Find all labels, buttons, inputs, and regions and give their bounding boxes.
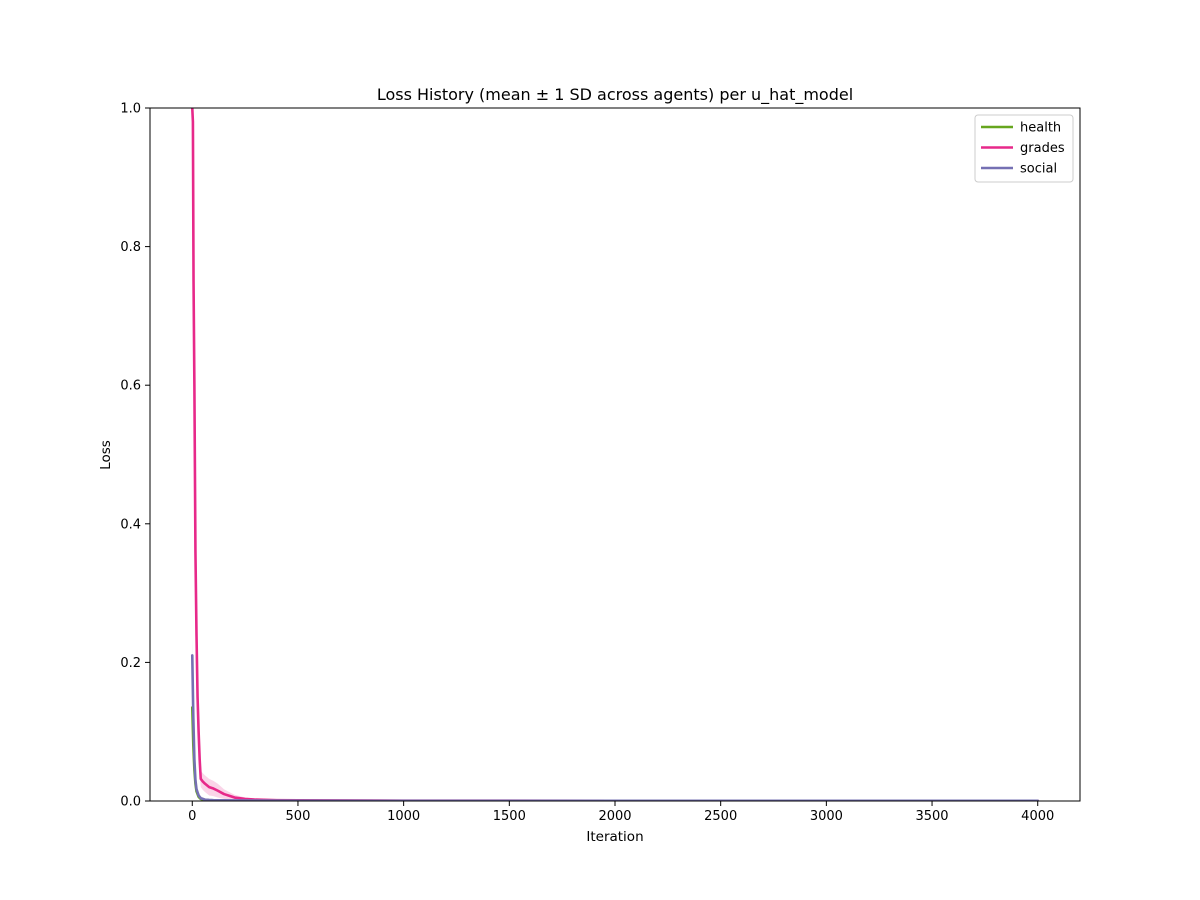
- x-tick-label: 2500: [704, 809, 737, 824]
- data-point-grades: [192, 121, 194, 123]
- data-point-grades: [212, 787, 215, 790]
- data-point-grades: [198, 758, 201, 761]
- data-point-grades: [229, 795, 232, 797]
- data-point-grades: [223, 793, 225, 795]
- x-tick-label: 2000: [598, 809, 631, 824]
- data-point-grades: [204, 782, 206, 785]
- x-tick-label: 3500: [915, 809, 948, 824]
- data-point-social: [199, 797, 202, 800]
- data-point-social: [197, 794, 200, 797]
- data-point-grades: [196, 696, 199, 698]
- x-tick-label: 4000: [1021, 809, 1054, 824]
- data-point-social: [195, 788, 198, 791]
- data-point-grades: [195, 633, 198, 636]
- chart-legend: health grades social: [974, 114, 1074, 183]
- legend-label-grades: grades: [1020, 141, 1065, 156]
- data-point-grades: [194, 550, 197, 553]
- x-tick-label: 0: [188, 809, 196, 824]
- y-tick-label: 0.4: [120, 517, 141, 532]
- y-tick-label: 1.0: [120, 102, 141, 117]
- y-tick-label: 0.8: [120, 240, 141, 255]
- chart-title: Loss History (mean ± 1 SD across agents)…: [377, 85, 853, 105]
- legend-box: [974, 114, 1074, 183]
- x-axis-ticks: 0 500 1000 1500 2000 2500 3000 3500 4000: [188, 801, 1054, 824]
- data-point-social: [192, 717, 195, 719]
- data-point-grades: [192, 280, 195, 283]
- x-tick-label: 1500: [493, 809, 526, 824]
- y-tick-label: 0.2: [120, 656, 141, 671]
- x-axis-label: Iteration: [586, 829, 643, 845]
- data-point-social: [204, 798, 206, 801]
- x-tick-label: 3000: [810, 809, 843, 824]
- data-point-grades: [208, 786, 210, 788]
- data-point-social: [193, 758, 196, 761]
- x-tick-label: 500: [286, 809, 311, 824]
- y-axis-ticks: 0.0 0.2 0.4 0.6 0.8 1.0: [120, 102, 150, 810]
- data-point-grades: [199, 778, 202, 780]
- data-point-grades: [202, 780, 204, 783]
- data-point-social: [194, 779, 197, 782]
- legend-label-social: social: [1020, 162, 1057, 177]
- y-axis-label: Loss: [98, 440, 114, 470]
- legend-label-health: health: [1020, 121, 1061, 136]
- data-point-grades: [193, 384, 196, 387]
- y-tick-label: 0.6: [120, 379, 141, 394]
- data-point-grades: [233, 796, 236, 799]
- data-point-grades: [216, 789, 219, 792]
- data-point-social: [191, 654, 194, 657]
- x-tick-label: 1000: [387, 809, 420, 824]
- data-point-grades: [197, 730, 200, 733]
- y-tick-label: 0.0: [120, 795, 141, 810]
- data-point-social: [208, 799, 210, 801]
